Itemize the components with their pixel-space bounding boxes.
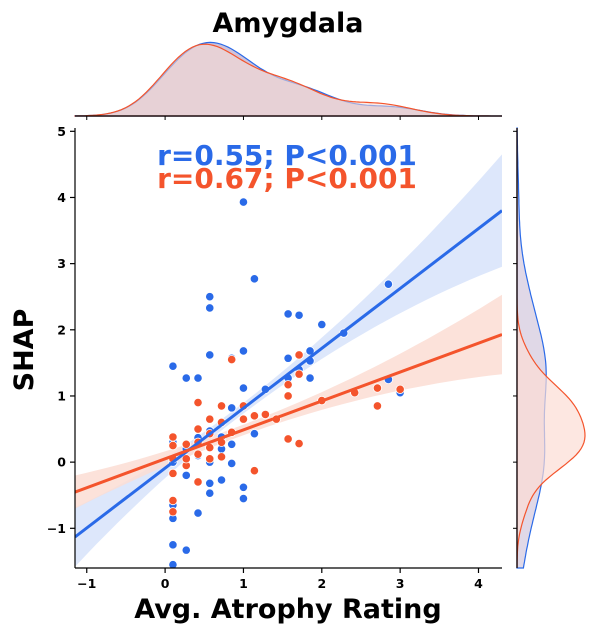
data-point-blue bbox=[227, 403, 237, 413]
y-tick-label: 3 bbox=[57, 256, 66, 271]
data-point-blue bbox=[227, 439, 237, 449]
y-axis-label: SHAP bbox=[9, 309, 40, 392]
data-point-blue bbox=[193, 508, 203, 518]
data-point-orange bbox=[181, 454, 191, 464]
y-tick-label: 1 bbox=[57, 388, 66, 403]
data-point-orange bbox=[294, 350, 304, 360]
top-density-orange bbox=[74, 43, 502, 117]
y-tick-label: 2 bbox=[57, 322, 66, 337]
data-point-blue bbox=[181, 545, 191, 555]
main-scatter-plot bbox=[75, 154, 502, 568]
data-point-orange bbox=[205, 414, 215, 424]
x-tick-label: 4 bbox=[474, 576, 483, 591]
data-point-blue bbox=[283, 353, 293, 363]
data-point-blue bbox=[205, 478, 215, 488]
data-point-blue bbox=[249, 274, 260, 284]
data-point-blue bbox=[205, 488, 215, 498]
data-point-orange bbox=[193, 477, 203, 487]
data-point-blue bbox=[168, 361, 178, 371]
data-point-blue bbox=[238, 346, 249, 356]
data-point-blue bbox=[205, 350, 215, 360]
data-point-orange bbox=[283, 434, 293, 444]
data-point-orange bbox=[227, 354, 237, 365]
data-point-orange bbox=[260, 409, 270, 420]
data-point-orange bbox=[193, 449, 203, 459]
annotation-orange-correlation: r=0.67; P<0.001 bbox=[157, 162, 417, 195]
data-point-orange bbox=[216, 452, 227, 462]
regression-line-blue bbox=[75, 209, 502, 539]
data-point-blue bbox=[305, 346, 315, 356]
confidence-band-orange bbox=[75, 294, 502, 509]
data-point-orange bbox=[181, 439, 191, 449]
data-point-blue bbox=[193, 373, 203, 383]
x-tick-label: 1 bbox=[239, 576, 248, 591]
data-point-orange bbox=[168, 495, 178, 506]
y-tick-label: 4 bbox=[57, 190, 66, 205]
data-point-blue bbox=[216, 475, 227, 485]
data-point-orange bbox=[294, 439, 304, 449]
annotation-blue-correlation: r=0.55; P<0.001 bbox=[157, 139, 417, 172]
x-tick-label: 2 bbox=[317, 576, 326, 591]
data-point-blue bbox=[205, 303, 215, 313]
x-tick-label: 0 bbox=[161, 576, 170, 591]
data-point-blue bbox=[238, 493, 249, 504]
data-point-blue bbox=[249, 429, 260, 439]
data-point-orange bbox=[249, 411, 260, 421]
data-point-orange bbox=[283, 380, 293, 390]
y-tick-label: 0 bbox=[57, 455, 66, 470]
data-point-blue bbox=[168, 560, 178, 568]
y-tick-label: 5 bbox=[57, 124, 66, 139]
data-point-blue bbox=[238, 383, 249, 393]
data-point-orange bbox=[168, 432, 178, 442]
data-point-blue bbox=[238, 197, 249, 207]
data-point-orange bbox=[193, 424, 203, 434]
data-point-blue bbox=[317, 319, 327, 330]
x-tick-label: −1 bbox=[77, 576, 96, 591]
chart-title: Amygdala bbox=[213, 8, 364, 39]
data-point-blue bbox=[305, 373, 315, 383]
data-point-orange bbox=[238, 414, 249, 424]
axes: −1 0 1 2 3 4 −1 0 1 2 3 4 5 bbox=[47, 115, 518, 591]
data-point-blue bbox=[168, 540, 178, 550]
right-marginal-density bbox=[516, 127, 586, 569]
regression-line-orange bbox=[75, 333, 502, 494]
data-point-orange bbox=[283, 391, 293, 401]
data-point-orange bbox=[168, 468, 178, 478]
data-point-blue bbox=[205, 292, 215, 302]
data-point-blue bbox=[227, 458, 237, 469]
x-axis-label: Avg. Atrophy Rating bbox=[134, 594, 441, 625]
data-point-blue bbox=[181, 373, 191, 383]
data-point-blue bbox=[238, 482, 249, 492]
data-point-blue bbox=[181, 470, 191, 480]
data-point-orange bbox=[372, 383, 383, 393]
data-point-orange bbox=[372, 401, 383, 411]
data-point-orange bbox=[168, 507, 178, 517]
data-point-orange bbox=[294, 369, 304, 379]
data-point-orange bbox=[193, 397, 203, 408]
y-tick-label: −1 bbox=[47, 521, 66, 536]
data-point-orange bbox=[395, 384, 405, 394]
data-point-orange bbox=[216, 401, 227, 411]
data-point-orange bbox=[205, 454, 215, 464]
x-tick-label: 3 bbox=[396, 576, 405, 591]
top-marginal-density bbox=[74, 41, 502, 117]
data-point-orange bbox=[168, 440, 178, 451]
data-point-orange bbox=[249, 466, 260, 476]
data-point-blue bbox=[283, 309, 293, 319]
data-point-blue bbox=[383, 279, 393, 289]
data-point-blue bbox=[294, 310, 304, 320]
